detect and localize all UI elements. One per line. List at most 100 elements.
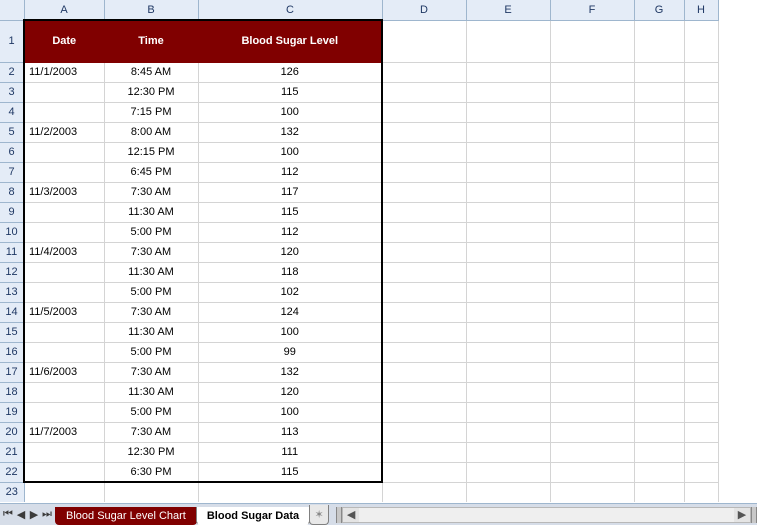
cell-date[interactable] <box>24 342 104 362</box>
rowhead-11[interactable]: 11 <box>0 242 24 262</box>
rowhead-7[interactable]: 7 <box>0 162 24 182</box>
empty-cell[interactable] <box>466 62 550 82</box>
empty-cell[interactable] <box>634 262 684 282</box>
empty-cell[interactable] <box>634 442 684 462</box>
cell-time[interactable]: 6:30 PM <box>104 462 198 482</box>
empty-cell[interactable] <box>382 62 466 82</box>
cell-date[interactable] <box>24 142 104 162</box>
colhead-G[interactable]: G <box>634 0 684 20</box>
empty-cell[interactable] <box>634 322 684 342</box>
empty-cell[interactable] <box>382 442 466 462</box>
cell-level[interactable]: 120 <box>198 242 382 262</box>
empty-cell[interactable] <box>382 82 466 102</box>
cell-date[interactable]: 11/7/2003 <box>24 422 104 442</box>
empty-cell[interactable] <box>550 382 634 402</box>
empty-cell[interactable] <box>550 322 634 342</box>
empty-cell[interactable] <box>466 442 550 462</box>
rowhead-6[interactable]: 6 <box>0 142 24 162</box>
rowhead-21[interactable]: 21 <box>0 442 24 462</box>
empty-cell[interactable] <box>382 282 466 302</box>
cell-time[interactable]: 6:45 PM <box>104 162 198 182</box>
empty-cell[interactable] <box>684 222 718 242</box>
empty-cell[interactable] <box>684 402 718 422</box>
cell-level[interactable]: 120 <box>198 382 382 402</box>
empty-cell[interactable] <box>634 402 684 422</box>
empty-cell[interactable] <box>634 282 684 302</box>
cell-level[interactable]: 102 <box>198 282 382 302</box>
empty-cell[interactable] <box>634 142 684 162</box>
rowhead-15[interactable]: 15 <box>0 322 24 342</box>
empty-cell[interactable] <box>382 102 466 122</box>
cell-level[interactable]: 132 <box>198 362 382 382</box>
empty-cell[interactable] <box>382 402 466 422</box>
empty-cell[interactable] <box>550 402 634 422</box>
rowhead-23[interactable]: 23 <box>0 482 24 502</box>
tab-data[interactable]: Blood Sugar Data <box>196 507 310 525</box>
horizontal-scrollbar[interactable]: ◀ ▶ <box>342 507 751 523</box>
colhead-C[interactable]: C <box>198 0 382 20</box>
cell-date[interactable]: 11/4/2003 <box>24 242 104 262</box>
tab-chart[interactable]: Blood Sugar Level Chart <box>55 507 197 525</box>
empty-cell[interactable] <box>684 242 718 262</box>
empty-cell[interactable] <box>466 102 550 122</box>
empty-cell[interactable] <box>466 362 550 382</box>
empty-cell[interactable] <box>684 102 718 122</box>
cell-time[interactable]: 7:30 AM <box>104 362 198 382</box>
cell-time[interactable]: 5:00 PM <box>104 342 198 362</box>
empty-cell[interactable] <box>198 482 382 502</box>
empty-cell[interactable] <box>634 362 684 382</box>
rowhead-3[interactable]: 3 <box>0 82 24 102</box>
empty-cell[interactable] <box>466 342 550 362</box>
empty-cell[interactable] <box>684 182 718 202</box>
cell-level[interactable]: 112 <box>198 222 382 242</box>
empty-cell[interactable] <box>684 362 718 382</box>
empty-cell[interactable] <box>466 142 550 162</box>
empty-cell[interactable] <box>684 482 718 502</box>
empty-cell[interactable] <box>550 482 634 502</box>
empty-cell[interactable] <box>382 302 466 322</box>
cell-level[interactable]: 115 <box>198 202 382 222</box>
empty-cell[interactable] <box>382 222 466 242</box>
rowhead-20[interactable]: 20 <box>0 422 24 442</box>
empty-cell[interactable] <box>550 182 634 202</box>
cell-date[interactable] <box>24 162 104 182</box>
header-level[interactable]: Blood Sugar Level <box>198 20 382 62</box>
empty-cell[interactable] <box>382 342 466 362</box>
empty-cell[interactable] <box>634 342 684 362</box>
cell-date[interactable] <box>24 322 104 342</box>
colhead-F[interactable]: F <box>550 0 634 20</box>
colhead-D[interactable]: D <box>382 0 466 20</box>
empty-cell[interactable] <box>550 142 634 162</box>
empty-cell[interactable] <box>550 122 634 142</box>
cell-level[interactable]: 118 <box>198 262 382 282</box>
colhead-E[interactable]: E <box>466 0 550 20</box>
empty-cell[interactable] <box>382 382 466 402</box>
cell-time[interactable]: 12:15 PM <box>104 142 198 162</box>
cell-level[interactable]: 115 <box>198 82 382 102</box>
empty-cell[interactable] <box>382 462 466 482</box>
tab-last-icon[interactable]: ⏭ <box>41 507 53 523</box>
empty-cell[interactable] <box>382 182 466 202</box>
empty-cell[interactable] <box>684 142 718 162</box>
rowhead-16[interactable]: 16 <box>0 342 24 362</box>
empty-cell[interactable] <box>466 202 550 222</box>
empty-cell[interactable] <box>550 282 634 302</box>
empty-cell[interactable] <box>684 422 718 442</box>
cell-time[interactable]: 12:30 PM <box>104 82 198 102</box>
cell-time[interactable]: 11:30 AM <box>104 202 198 222</box>
empty-cell[interactable] <box>684 342 718 362</box>
cell-time[interactable]: 11:30 AM <box>104 382 198 402</box>
scroll-right-icon[interactable]: ▶ <box>734 508 750 522</box>
empty-cell[interactable] <box>466 322 550 342</box>
cell-level[interactable]: 100 <box>198 402 382 422</box>
empty-cell[interactable] <box>466 302 550 322</box>
cell-level[interactable]: 100 <box>198 142 382 162</box>
empty-cell[interactable] <box>684 282 718 302</box>
empty-cell[interactable] <box>382 162 466 182</box>
empty-cell[interactable] <box>104 482 198 502</box>
empty-cell[interactable] <box>382 122 466 142</box>
empty-cell[interactable] <box>634 242 684 262</box>
empty-cell[interactable] <box>634 462 684 482</box>
rowhead-14[interactable]: 14 <box>0 302 24 322</box>
empty-cell[interactable] <box>466 162 550 182</box>
